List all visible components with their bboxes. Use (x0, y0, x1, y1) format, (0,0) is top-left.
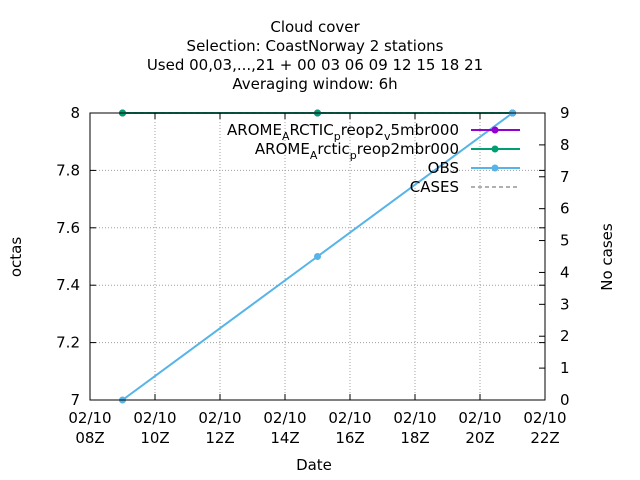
legend-label-0: AROMEARCTICpreop2v5mbr000 (227, 121, 459, 143)
data-point-2 (314, 253, 321, 260)
title-line: Averaging window: 6h (232, 75, 397, 93)
legend-marker-0 (491, 126, 499, 134)
y2-tick-label: 3 (560, 295, 570, 313)
legend-label-part: RCTIC (289, 121, 333, 139)
y-tick-label: 7.6 (56, 219, 80, 237)
legend-label-part: p (334, 130, 341, 143)
title-line: Cloud cover (270, 18, 360, 36)
x-tick-label-date: 02/10 (458, 409, 501, 427)
y2-axis-label: No cases (598, 223, 616, 291)
x-tick-label-hour: 14Z (270, 429, 299, 447)
x-tick-label-hour: 12Z (205, 429, 234, 447)
x-axis-label: Date (296, 456, 332, 474)
legend-label-part: CASES (410, 178, 459, 196)
y2-tick-label: 2 (560, 327, 570, 345)
x-tick-label-date: 02/10 (263, 409, 306, 427)
legend-label-part: A (282, 130, 290, 143)
x-tick-label-date: 02/10 (393, 409, 436, 427)
legend-label-part: rctic (317, 140, 349, 158)
legend-label-part: A (310, 149, 318, 162)
legend-label-2: OBS (428, 159, 459, 177)
x-tick-label-hour: 18Z (400, 429, 429, 447)
y2-tick-label: 5 (560, 232, 570, 250)
y-tick-label: 7 (70, 391, 80, 409)
x-tick-label-hour: 08Z (75, 429, 104, 447)
title-line: Used 00,03,...,21 + 00 03 06 09 12 15 18… (147, 56, 483, 74)
legend-label-part: v (384, 130, 391, 143)
legend-marker-1 (491, 145, 499, 153)
y-tick-label: 7.2 (56, 334, 80, 352)
x-tick-label-hour: 20Z (465, 429, 494, 447)
y-tick-label: 7.8 (56, 161, 80, 179)
legend-label-part: OBS (428, 159, 459, 177)
legend-label-1: AROMEArcticpreop2mbr000 (255, 140, 459, 162)
axis-ticks: 7 7.2 7.4 7.6 7.8 8 0 1 2 3 4 5 6 7 8 9 02/10 08Z 02/10 10Z… (56, 104, 569, 447)
x-tick-label-date: 02/10 (328, 409, 371, 427)
y-tick-label: 7.4 (56, 276, 80, 294)
legend-label-part: AROME (255, 140, 310, 158)
x-tick-label-date: 02/10 (198, 409, 241, 427)
y2-tick-label: 4 (560, 263, 570, 281)
y2-tick-label: 0 (560, 391, 570, 409)
legend-marker-2 (491, 164, 499, 172)
x-tick-label-hour: 16Z (335, 429, 364, 447)
x-tick-label-date: 02/10 (68, 409, 111, 427)
y2-tick-label: 6 (560, 200, 570, 218)
legend-label-part: p (350, 149, 357, 162)
plot-frame (89, 112, 546, 401)
legend-label-part: reop2 (341, 121, 384, 139)
grid (90, 113, 545, 400)
y-tick-label: 8 (70, 104, 80, 122)
legend: AROMEARCTICpreop2v5mbr000AROMEArcticpreo… (227, 121, 520, 196)
y2-tick-label: 7 (560, 168, 570, 186)
x-tick-label-hour: 22Z (530, 429, 559, 447)
title-line: Selection: CoastNorway 2 stations (187, 37, 444, 55)
y2-tick-label: 8 (560, 136, 570, 154)
y2-tick-label: 9 (560, 104, 570, 122)
legend-label-part: AROME (227, 121, 282, 139)
y2-tick-label: 1 (560, 359, 570, 377)
y-axis-label: octas (7, 237, 25, 277)
legend-label-3: CASES (410, 178, 459, 196)
legend-label-part: reop2mbr000 (357, 140, 459, 158)
x-tick-label-date: 02/10 (523, 409, 566, 427)
legend-label-part: 5mbr000 (391, 121, 459, 139)
x-tick-label-date: 02/10 (133, 409, 176, 427)
x-tick-label-hour: 10Z (140, 429, 169, 447)
